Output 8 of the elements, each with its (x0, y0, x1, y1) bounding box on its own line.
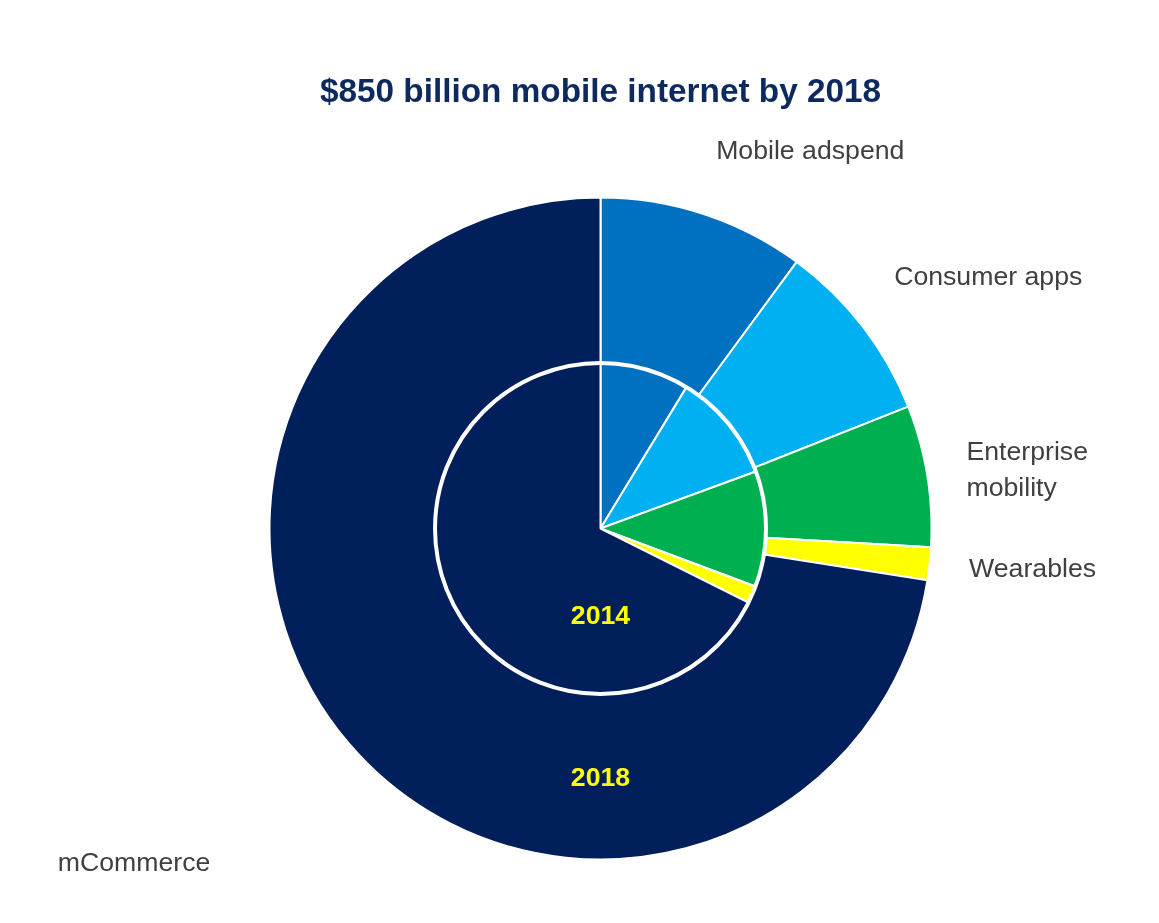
slice-label: mCommerce (57, 846, 211, 877)
slice-label: Mobile adspend (716, 134, 905, 165)
chart-title: $850 billion mobile internet by 2018 (319, 72, 882, 109)
slice-label: Enterprise mobility (966, 436, 1088, 503)
slice-label: 2018 (570, 761, 631, 792)
slice-label: Wearables (969, 553, 1097, 584)
slice-label: Consumer apps (894, 260, 1083, 291)
slice-label: 2014 (570, 599, 631, 630)
